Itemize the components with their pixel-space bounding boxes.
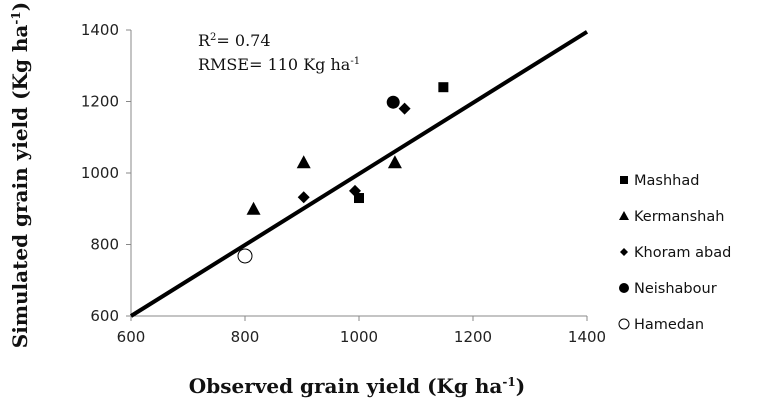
r2-annotation: R2= 0.74 [198, 31, 271, 50]
data-point-khoram-abad [297, 191, 310, 204]
legend-item-hamedan: Hamedan [618, 317, 704, 333]
legend-label-neishabour: Neishabour [634, 281, 717, 297]
y-tick-label: 800 [90, 236, 119, 254]
legend-item-kermanshah: Kermanshah [619, 209, 724, 225]
legend-marker-mashhad [620, 176, 628, 184]
data-points [237, 82, 449, 264]
data-point-mashhad [354, 193, 364, 204]
data-point-kermanshah [296, 155, 311, 169]
legend-label-mashhad: Mashhad [634, 173, 699, 189]
x-tick-label: 1200 [454, 328, 492, 346]
legend-label-hamedan: Hamedan [634, 317, 704, 333]
rmse-annotation: RMSE= 110 Kg ha-1 [198, 55, 360, 74]
reference-line [129, 30, 589, 318]
x-axis-title: Observed grain yield (Kg ha-1) [189, 374, 525, 398]
legend-marker-hamedan [618, 318, 630, 330]
legend-marker-neishabour [619, 283, 629, 293]
x-tick-label: 1400 [568, 328, 606, 346]
data-point-neishabour [386, 95, 400, 109]
axes [126, 29, 588, 321]
legend-item-neishabour: Neishabour [619, 281, 717, 297]
data-point-khoram-abad [349, 184, 362, 197]
data-point-kermanshah [246, 201, 261, 215]
x-tick-label: 800 [231, 328, 260, 346]
y-tick-label: 1400 [81, 21, 119, 39]
reference-line-group [129, 30, 589, 318]
data-point-khoram-abad [398, 102, 411, 115]
legend-item-khoram-abad: Khoram abad [620, 245, 731, 261]
legend: Mashhad Kermanshah Khoram abad Neishabour Ha… [618, 173, 731, 333]
legend-label-kermanshah: Kermanshah [634, 209, 724, 225]
legend-marker-khoram-abad [620, 248, 628, 256]
x-tick-label: 600 [117, 328, 146, 346]
y-axis-title: Simulated grain yield (Kg ha-1) [8, 2, 32, 348]
y-tick-label: 600 [90, 307, 119, 325]
y-tick-label: 1200 [81, 93, 119, 111]
data-point-kermanshah [387, 155, 402, 169]
legend-item-mashhad: Mashhad [620, 173, 699, 189]
data-point-mashhad [438, 82, 449, 93]
tick-labels: 600 800 1000 1200 1400 600 800 1000 1200 1400 [81, 21, 606, 346]
y-tick-label: 1000 [81, 164, 119, 182]
legend-marker-kermanshah [619, 211, 629, 220]
legend-label-khoram-abad: Khoram abad [634, 245, 731, 261]
x-tick-label: 1000 [340, 328, 378, 346]
data-point-hamedan [237, 248, 253, 264]
